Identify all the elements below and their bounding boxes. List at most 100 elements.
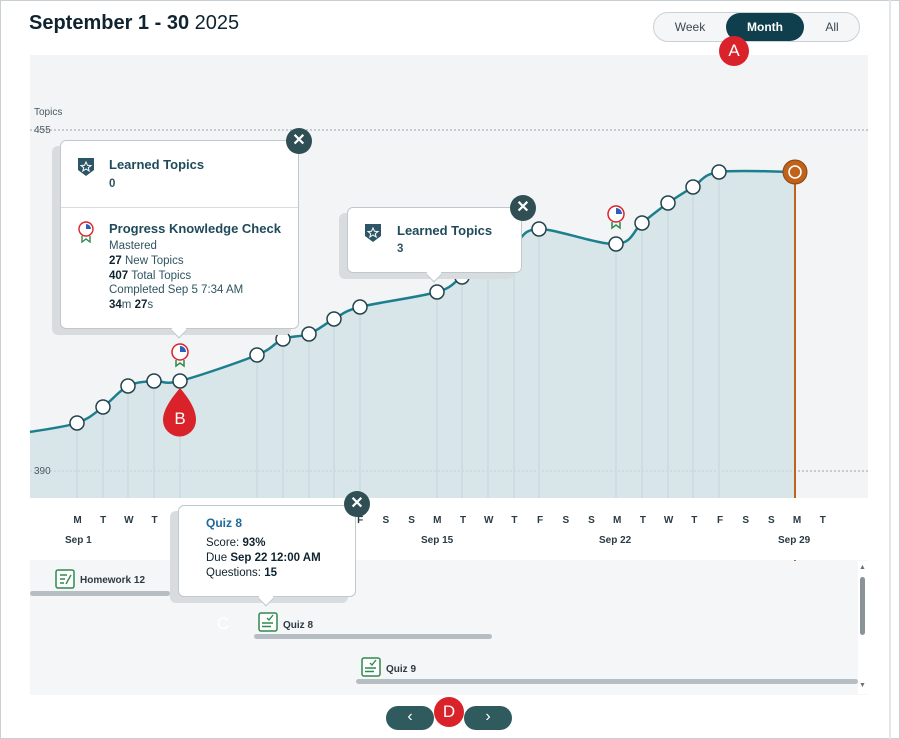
pkc-status: Mastered	[109, 240, 157, 252]
callout-b-pin	[163, 388, 196, 437]
scroll-up-icon[interactable]: ▲	[859, 564, 866, 571]
week-label-sep1: Sep 1	[65, 535, 92, 546]
day-label: S	[562, 515, 570, 526]
progress-point[interactable]	[634, 215, 650, 231]
callout-a: A	[719, 36, 749, 66]
learned-topics-2-value: 3	[397, 243, 404, 255]
page-title: September 1 - 30 2025	[29, 12, 239, 35]
progress-line	[29, 169, 796, 434]
week-label-sep15: Sep 15	[421, 535, 454, 546]
pkc-marker-2-icon[interactable]	[607, 205, 625, 230]
homework-icon	[55, 569, 75, 589]
day-label: T	[691, 515, 698, 526]
day-label: M	[613, 515, 622, 526]
day-label: S	[382, 515, 390, 526]
learned-topics-2-icon	[365, 224, 381, 242]
progress-point[interactable]	[95, 399, 111, 415]
day-label: M	[73, 515, 82, 526]
learned-topics-title: Learned Topics	[109, 157, 205, 172]
progress-area	[30, 170, 795, 498]
day-label: W	[663, 515, 674, 526]
learned-topics-value: 0	[109, 178, 116, 190]
next-month-button[interactable]: ›	[464, 706, 512, 730]
today-point[interactable]	[782, 159, 808, 185]
close-popup-2-button[interactable]: ✕	[510, 195, 536, 221]
quiz-8-label[interactable]: Quiz 8	[283, 620, 314, 631]
progress-point[interactable]	[69, 415, 85, 431]
pkc-marker-1-icon[interactable]	[171, 343, 189, 368]
prev-month-button[interactable]: ‹	[386, 706, 434, 730]
pkc-duration: 34m 27s	[109, 299, 154, 311]
today-point-ring	[788, 165, 802, 179]
progress-point[interactable]	[249, 347, 265, 363]
progress-point[interactable]	[301, 326, 317, 342]
progress-point[interactable]	[531, 221, 547, 237]
quiz-9-icon[interactable]	[361, 657, 381, 677]
quiz-score: Score: 93%	[206, 537, 266, 549]
progress-knowledge-check-icon	[78, 221, 94, 243]
scrollbar-thumb[interactable]	[860, 577, 865, 635]
popup-divider	[61, 207, 298, 208]
quiz-popup-title[interactable]: Quiz 8	[206, 516, 243, 530]
day-label: W	[124, 515, 134, 526]
quiz-due: Due Sep 22 12:00 AM	[206, 552, 321, 564]
day-label: F	[537, 515, 544, 526]
pkc-title: Progress Knowledge Check	[109, 221, 281, 236]
window-edge	[889, 0, 891, 739]
day-label: S	[588, 515, 595, 526]
close-popup-1-button[interactable]: ✕	[286, 128, 312, 154]
progress-point[interactable]	[711, 164, 727, 180]
callout-b: B	[174, 409, 186, 428]
quiz-9-bar[interactable]	[356, 679, 858, 684]
day-label: M	[433, 515, 442, 526]
callout-c: C	[216, 614, 230, 633]
popup-day-detail: Learned Topics 0 Progress Knowledge Chec…	[60, 140, 299, 339]
y-tick-455: 455	[34, 125, 51, 136]
progress-point[interactable]	[352, 299, 368, 315]
quiz-8-bar[interactable]	[254, 634, 492, 639]
view-week-button[interactable]: Week	[674, 20, 706, 34]
learned-topics-icon	[78, 158, 94, 176]
title-range: September 1 - 30	[29, 12, 190, 34]
popup-learned-topics: Learned Topics 3	[347, 207, 522, 283]
quiz-questions: Questions: 15	[206, 567, 277, 579]
day-label: T	[511, 515, 518, 526]
day-label: M	[792, 515, 802, 526]
progress-point[interactable]	[146, 373, 162, 389]
day-label: F	[357, 515, 364, 526]
day-label: T	[639, 515, 646, 526]
progress-point[interactable]	[429, 284, 445, 300]
progress-point[interactable]	[326, 311, 342, 327]
quiz-9-label[interactable]: Quiz 9	[386, 664, 417, 675]
y-axis-label: Topics	[34, 107, 63, 118]
scroll-down-icon[interactable]: ▼	[859, 682, 866, 689]
day-label: T	[151, 515, 158, 526]
week-label-sep22: Sep 22	[599, 535, 632, 546]
progress-point[interactable]	[685, 179, 701, 195]
day-label: F	[716, 515, 724, 526]
homework-12-label[interactable]: Homework 12	[80, 575, 146, 586]
day-label: S	[768, 515, 775, 526]
progress-point[interactable]	[275, 331, 291, 347]
progress-point[interactable]	[120, 378, 136, 394]
day-label: T	[819, 515, 826, 526]
quiz-8-icon[interactable]	[258, 612, 278, 632]
progress-point[interactable]	[608, 236, 624, 252]
pkc-completed: Completed Sep 5 7:34 AM	[109, 284, 244, 296]
homework-12-bar[interactable]	[30, 591, 170, 596]
progress-point[interactable]	[172, 373, 188, 389]
callout-d: D	[434, 697, 464, 727]
day-label: T	[100, 515, 107, 526]
day-label: W	[483, 515, 494, 526]
day-label: S	[742, 515, 750, 526]
view-all-button[interactable]: All	[825, 20, 839, 34]
y-tick-390: 390	[34, 466, 51, 477]
day-label: S	[408, 515, 415, 526]
week-label-sep29: Sep 29	[778, 535, 811, 546]
close-popup-3-button[interactable]: ✕	[344, 491, 370, 517]
progress-point[interactable]	[660, 195, 676, 211]
view-toggle: Week Month All	[653, 12, 860, 42]
pkc-new-topics: 27 New Topics	[109, 255, 184, 267]
learned-topics-2-title: Learned Topics	[397, 223, 493, 238]
title-year: 2025	[194, 12, 240, 34]
